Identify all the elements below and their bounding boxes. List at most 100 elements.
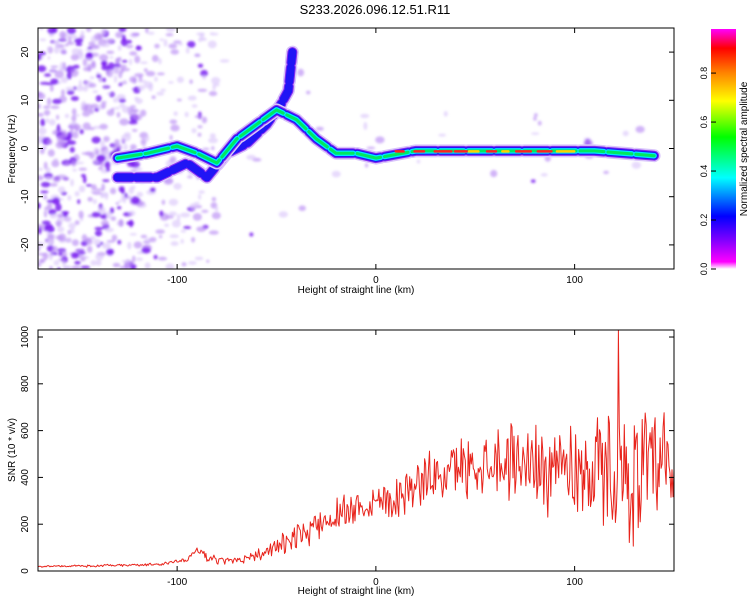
noise-blob (246, 154, 256, 160)
noise-blob (100, 43, 111, 48)
noise-blob (39, 28, 44, 31)
noise-blob (64, 161, 71, 166)
noise-blob (126, 44, 134, 49)
noise-blob (66, 71, 72, 80)
noise-blob (180, 238, 184, 244)
noise-blob (116, 112, 121, 118)
noise-blob (131, 255, 136, 263)
noise-blob (156, 91, 165, 96)
noise-blob (191, 236, 196, 243)
snr-ytick-label: 800 (20, 375, 31, 392)
noise-blob (58, 251, 63, 256)
noise-blob (94, 226, 104, 231)
noise-blob (118, 186, 125, 193)
noise-blob (38, 175, 44, 181)
noise-blob (194, 256, 204, 261)
noise-blob (60, 142, 65, 147)
noise-blob (88, 83, 97, 88)
noise-blob (176, 98, 182, 102)
colorbar-tick-label: 0.6 (699, 116, 709, 129)
noise-blob (78, 185, 86, 193)
noise-blob (603, 170, 609, 175)
noise-blob (103, 148, 110, 155)
noise-blob (59, 31, 66, 39)
noise-blob (82, 110, 91, 117)
noise-blob (170, 241, 179, 246)
noise-blob (168, 211, 177, 217)
noise-blob (129, 76, 137, 83)
colorbar-tick-label: 0.8 (699, 67, 709, 80)
noise-blob (76, 85, 84, 92)
noise-blob (95, 260, 102, 266)
noise-blob (39, 260, 45, 264)
noise-blob (72, 168, 77, 172)
noise-blob (156, 72, 165, 76)
noise-blob (77, 251, 87, 255)
noise-blob (201, 116, 208, 124)
noise-blob (180, 212, 191, 218)
noise-blob (86, 28, 92, 33)
noise-blob (50, 67, 56, 74)
noise-blob (165, 215, 174, 219)
noise-blob (46, 225, 55, 233)
noise-blob (69, 227, 75, 234)
noise-blob (57, 186, 66, 194)
noise-blob (129, 233, 137, 236)
noise-blob (85, 238, 93, 246)
noise-blob (163, 223, 170, 227)
spectrogram-xtick-label: 0 (373, 275, 379, 286)
spectrogram-xtick-label: -100 (167, 275, 187, 286)
snr-xtick-label: 100 (566, 577, 583, 588)
noise-blob (69, 68, 79, 77)
noise-blob (193, 201, 200, 205)
noise-blob (118, 71, 123, 79)
noise-blob (113, 75, 118, 84)
noise-blob (66, 90, 75, 95)
noise-blob (105, 192, 109, 201)
noise-blob (127, 241, 132, 250)
noise-blob (416, 159, 421, 164)
noise-blob (66, 237, 72, 242)
noise-blob (128, 186, 135, 195)
noise-blob (71, 239, 79, 247)
noise-blob (537, 120, 542, 126)
noise-blob (123, 143, 128, 151)
noise-blob (106, 109, 115, 117)
noise-blob (62, 176, 70, 181)
noise-blob (375, 136, 385, 144)
noise-blob (95, 95, 102, 102)
noise-blob (116, 206, 122, 210)
noise-blob (136, 45, 140, 49)
noise-blob (438, 133, 447, 137)
noise-blob (181, 262, 187, 267)
noise-blob (78, 167, 87, 171)
noise-blob (103, 85, 109, 88)
noise-blob (92, 199, 98, 205)
noise-blob (100, 28, 107, 36)
colorbar-tick-label: 0.2 (699, 214, 709, 227)
noise-blob (198, 37, 202, 43)
snr-frame (37, 329, 675, 572)
noise-blob (73, 64, 80, 69)
noise-blob (91, 60, 96, 67)
noise-blob (124, 132, 131, 137)
noise-blob (169, 134, 173, 141)
noise-blob (89, 76, 95, 80)
noise-blob (128, 58, 133, 66)
noise-blob (69, 34, 78, 39)
noise-blob (158, 235, 163, 239)
noise-blob (122, 195, 127, 204)
noise-blob (101, 101, 107, 109)
noise-blob (165, 263, 175, 269)
noise-blob (111, 234, 118, 241)
noise-blob (56, 220, 62, 228)
snr-series-line (38, 330, 674, 568)
spectrogram-ridge (111, 45, 661, 184)
noise-blob (40, 181, 51, 188)
noise-blob (89, 109, 95, 115)
noise-blob (96, 154, 106, 162)
noise-blob (112, 97, 119, 103)
noise-blob (191, 104, 198, 108)
noise-blob (128, 210, 136, 217)
